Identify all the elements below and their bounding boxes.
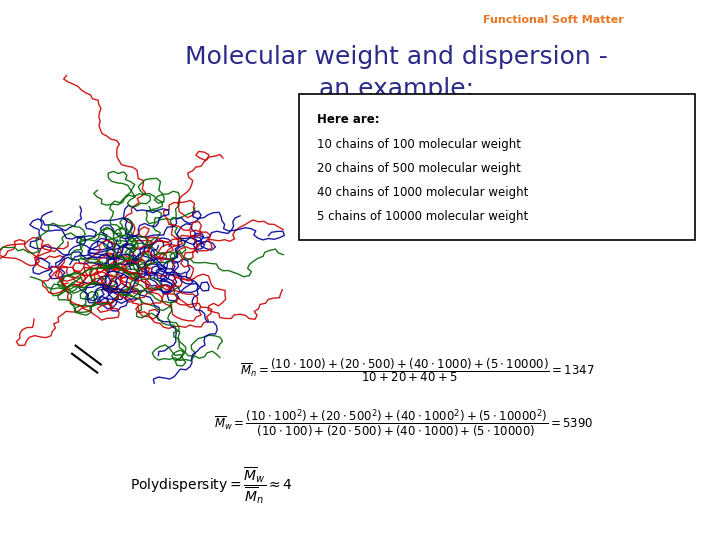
Text: an example:: an example: (318, 77, 474, 101)
Text: $\overline{M}_w = \dfrac{(10 \cdot 100^2)+(20 \cdot 500^2)+(40 \cdot 1000^2)+(5 : $\overline{M}_w = \dfrac{(10 \cdot 100^2… (214, 408, 593, 440)
Text: $\overline{M}_n = \dfrac{(10 \cdot 100)+(20 \cdot 500)+(40 \cdot 1000)+(5 \cdot : $\overline{M}_n = \dfrac{(10 \cdot 100)+… (240, 356, 595, 384)
Text: Molecular weight and dispersion -: Molecular weight and dispersion - (184, 45, 608, 69)
Text: $\mathrm{Polydispersity} = \dfrac{\overline{M}_w}{\overline{M}_n} \approx 4$: $\mathrm{Polydispersity} = \dfrac{\overl… (130, 466, 292, 506)
Text: 10 chains of 100 molecular weight: 10 chains of 100 molecular weight (317, 138, 521, 151)
Text: Centre for: Centre for (388, 15, 456, 25)
Text: Functional Soft Matter: Functional Soft Matter (483, 15, 624, 25)
Text: 40 chains of 1000 molecular weight: 40 chains of 1000 molecular weight (317, 186, 528, 199)
Text: 5 chains of 10000 molecular weight: 5 chains of 10000 molecular weight (317, 210, 528, 223)
FancyBboxPatch shape (299, 94, 695, 240)
Text: Here are:: Here are: (317, 113, 379, 126)
Text: 20 chains of 500 molecular weight: 20 chains of 500 molecular weight (317, 162, 521, 175)
